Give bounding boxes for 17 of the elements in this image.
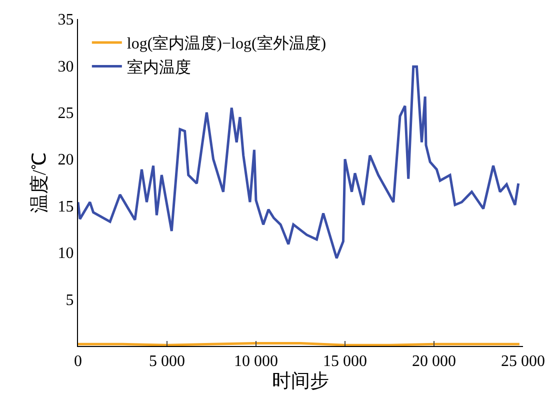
x-tick-label: 20 000 (412, 353, 456, 370)
x-tick-label: 10 000 (234, 353, 278, 370)
y-tick-label: 25 (58, 105, 74, 122)
legend-label: log(室内温度)−log(室外温度) (126, 34, 326, 53)
y-tick-label: 5 (66, 292, 74, 309)
x-axis-title: 时间步 (272, 371, 329, 392)
x-tick-label: 0 (74, 353, 82, 370)
x-tick-label: 5 000 (149, 353, 185, 370)
x-tick-label: 25 000 (501, 353, 545, 370)
legend-label: 室内温度 (126, 58, 191, 76)
y-tick-label: 10 (58, 245, 74, 262)
y-tick-label: 30 (58, 58, 74, 76)
y-tick-label: 15 (58, 198, 74, 216)
y-tick-label: 20 (58, 152, 74, 169)
y-axis-title: 温度/℃ (28, 152, 51, 214)
y-tick-label: 35 (58, 12, 74, 29)
x-tick-label: 15 000 (323, 353, 367, 370)
